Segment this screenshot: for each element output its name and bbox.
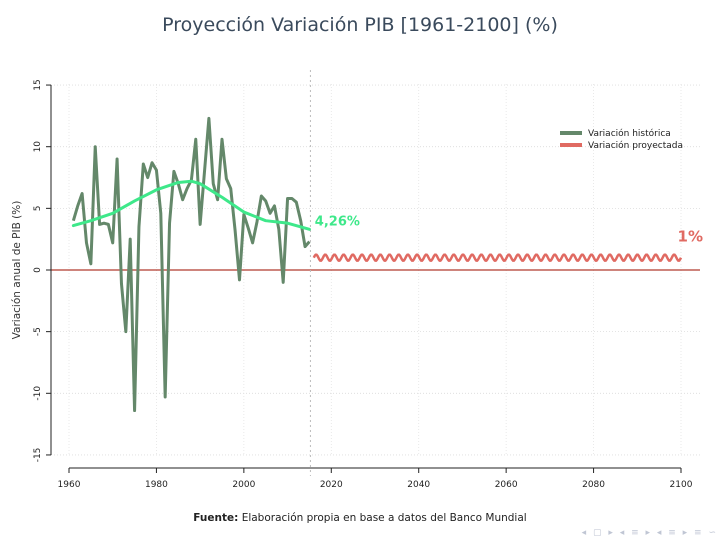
legend-label-projected: Variación proyectada (588, 140, 683, 151)
x-tick-label: 2060 (495, 480, 518, 490)
y-tick-label: -10 (33, 386, 43, 401)
y-tick-label: -15 (33, 448, 43, 463)
source-note: Fuente: Elaboración propia en base a dat… (0, 512, 720, 524)
annotation-projection-value: 1% (678, 227, 703, 245)
x-tick-label: 2040 (407, 480, 430, 490)
y-tick-label: 10 (33, 141, 43, 153)
slide-navigation-controls[interactable]: ◂ ▢ ▸ ◂ ≡ ▸ ◂ ≡ ▸ ≡ ∽ (581, 528, 718, 538)
legend: Variación histórica Variación proyectada (560, 128, 683, 151)
annotation-trend-value: 4,26% (315, 214, 360, 229)
series-trend-line (71, 179, 311, 231)
x-tick-label: 1980 (145, 480, 168, 490)
x-tick-label: 2020 (320, 480, 343, 490)
y-tick-label: 0 (33, 267, 43, 273)
x-tick-label: 2100 (670, 480, 693, 490)
source-label: Fuente: (193, 512, 239, 524)
y-tick-label: 5 (33, 205, 43, 211)
source-text: Elaboración propia en base a datos del B… (241, 512, 527, 524)
x-tick-label: 2000 (232, 480, 255, 490)
slide-title: Proyección Variación PIB [1961-2100] (%) (162, 14, 558, 36)
y-tick-label: 15 (33, 79, 43, 90)
y-axis-label: Variación anual de PIB (%) (11, 201, 23, 340)
series-historic-line (71, 116, 311, 413)
ticks-layer: 1960 1980 2000 2020 2040 2060 2080 2100 -15 -10 -5… (33, 79, 693, 490)
y-tick-label: -5 (33, 327, 43, 336)
x-tick-label: 2080 (582, 480, 605, 490)
series-projected-line (312, 253, 683, 262)
x-tick-label: 1960 (58, 480, 81, 490)
legend-label-historic: Variación histórica (588, 128, 671, 139)
